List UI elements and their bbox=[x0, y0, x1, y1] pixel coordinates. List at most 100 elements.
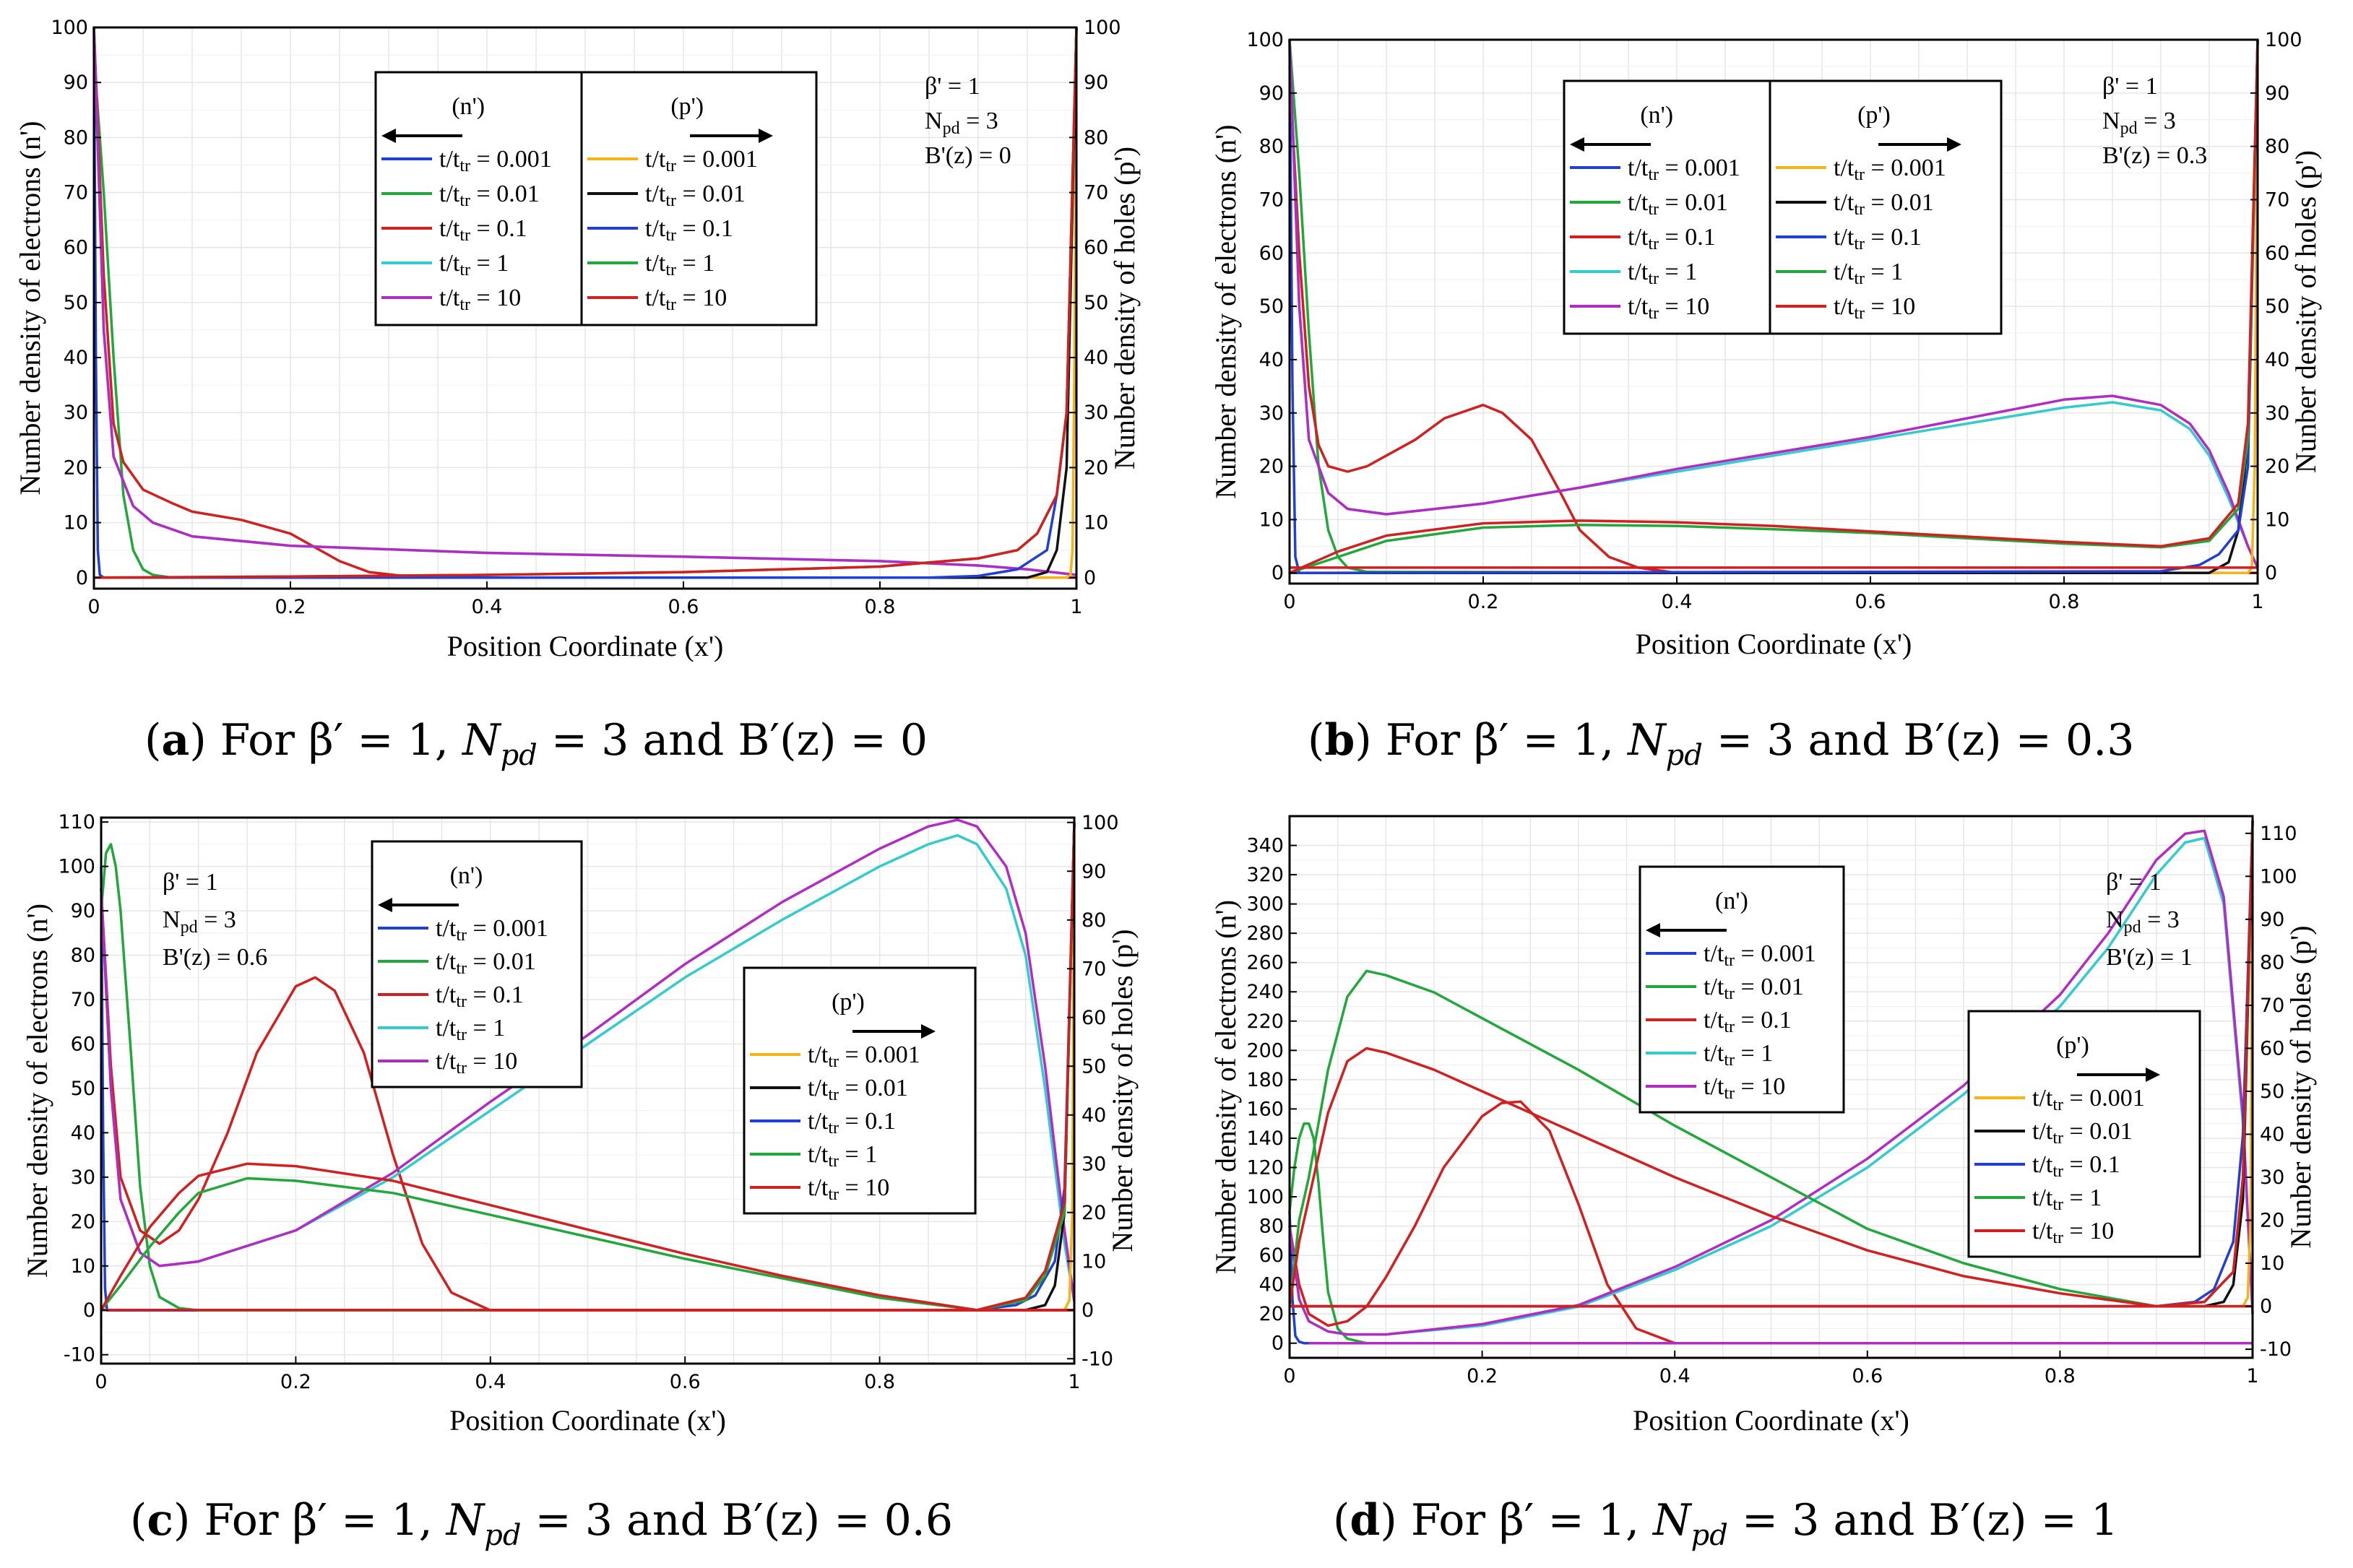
legend-arrowhead-p-b bbox=[1947, 137, 1961, 152]
y-right-tick-label: 90 bbox=[2260, 909, 2284, 931]
y-right-tick-label: 90 bbox=[1084, 72, 1108, 94]
legend-label-p-c-2: t/ttr = 0.1 bbox=[808, 1108, 896, 1138]
y-right-tick-label: 40 bbox=[1084, 347, 1108, 369]
panel-caption-a: (a) For β′ = 1, Npd = 3 and B′(z) = 0 bbox=[144, 715, 928, 772]
legend-label-n-b-4: t/ttr = 10 bbox=[1628, 293, 1709, 323]
y-left-tick-label: 30 bbox=[64, 402, 88, 424]
y-left-tick-label: 50 bbox=[71, 1078, 95, 1100]
y-left-axis-label: Number density of electrons (n') bbox=[21, 904, 53, 1278]
legend-label-n-a-3: t/ttr = 1 bbox=[439, 250, 509, 280]
y-left-tick-label: 100 bbox=[1246, 29, 1284, 51]
x-tick-label: 0.2 bbox=[280, 1371, 311, 1393]
parameter-annotation-1: Npd = 3 bbox=[163, 906, 236, 937]
legend-label-n-d-4: t/ttr = 10 bbox=[1704, 1073, 1785, 1103]
y-left-tick-label: 280 bbox=[1246, 922, 1284, 945]
parameter-annotation-2: B'(z) = 0.6 bbox=[163, 944, 267, 971]
legend-box-p-a bbox=[580, 71, 818, 326]
legend-title-p-a: (p') bbox=[670, 93, 704, 120]
legend-label-p-a-3: t/ttr = 1 bbox=[645, 250, 714, 280]
series-line-c-2 bbox=[100, 888, 1074, 1312]
y-right-tick-label: 80 bbox=[2260, 951, 2284, 974]
y-right-axis-label: Nunber density of holes (p') bbox=[2284, 925, 2317, 1248]
series-line-b-4 bbox=[1288, 39, 2259, 568]
y-left-tick-label: 70 bbox=[1259, 189, 1284, 211]
y-left-tick-label: 50 bbox=[64, 292, 88, 314]
x-axis-label: Position Coordinate (x') bbox=[1633, 1404, 1909, 1437]
y-right-tick-label: 60 bbox=[1081, 1007, 1106, 1029]
y-right-tick-label: 40 bbox=[2265, 349, 2289, 371]
x-tick-label: 0.4 bbox=[1659, 1365, 1691, 1387]
y-left-tick-label: 120 bbox=[1246, 1156, 1284, 1179]
y-left-tick-label: 20 bbox=[71, 1210, 95, 1233]
x-tick-label: 0.6 bbox=[668, 596, 699, 618]
legend-label-n-c-3: t/ttr = 1 bbox=[436, 1015, 505, 1044]
x-axis-label: Position Coordinate (x') bbox=[447, 630, 724, 662]
chart-panel-a: 0 0.2 0.4 0.6 0.8 101020304050607080901000102… bbox=[14, 17, 1141, 772]
y-right-tick-label: 0 bbox=[2265, 562, 2277, 584]
series-line-b-7 bbox=[1289, 39, 2259, 574]
legend-box-n-d bbox=[1639, 865, 1845, 1114]
y-left-tick-label: 40 bbox=[71, 1122, 95, 1144]
y-left-tick-label: 200 bbox=[1246, 1039, 1284, 1062]
y-left-tick-label: 80 bbox=[71, 945, 95, 967]
y-left-tick-label: 340 bbox=[1246, 835, 1284, 857]
legend-arrowhead-n-c bbox=[378, 898, 392, 912]
legend-arrowhead-n-d bbox=[1646, 923, 1660, 937]
y-right-tick-label: 50 bbox=[1084, 292, 1108, 314]
y-right-tick-label: 90 bbox=[1081, 860, 1106, 883]
legend-label-p-b-1: t/ttr = 0.01 bbox=[1834, 189, 1934, 219]
y-left-tick-label: 240 bbox=[1246, 981, 1284, 1003]
y-right-tick-label: 10 bbox=[2265, 508, 2289, 531]
y-right-tick-label: 20 bbox=[1084, 456, 1108, 479]
series-line-d-4 bbox=[1288, 829, 2254, 1336]
y-left-tick-label: 80 bbox=[64, 126, 88, 149]
chart-panel-b: 0 0.2 0.4 0.6 0.8 101020304050607080901000102… bbox=[1209, 29, 2322, 772]
y-left-axis-label: Number density of electrons (n') bbox=[14, 121, 46, 495]
legend-label-p-d-2: t/ttr = 0.1 bbox=[2032, 1151, 2120, 1181]
legend-label-p-b-3: t/ttr = 1 bbox=[1834, 259, 1903, 288]
legend-label-n-b-1: t/ttr = 0.01 bbox=[1628, 189, 1728, 219]
legend-label-p-b-2: t/ttr = 0.1 bbox=[1834, 224, 1922, 254]
x-axis-label: Position Coordinate (x') bbox=[1636, 628, 1912, 660]
y-right-tick-label: 50 bbox=[2260, 1080, 2284, 1103]
y-left-tick-label: 10 bbox=[64, 512, 88, 534]
y-left-tick-label: 0 bbox=[1272, 562, 1284, 584]
x-tick-label: 1 bbox=[1070, 596, 1082, 618]
legend-label-p-a-0: t/ttr = 0.001 bbox=[645, 146, 758, 176]
parameter-annotation-1: Npd = 3 bbox=[925, 108, 998, 138]
parameter-annotation-1: Npd = 3 bbox=[2106, 906, 2180, 937]
y-right-tick-label: 40 bbox=[1081, 1104, 1106, 1127]
parameter-annotation-1: Npd = 3 bbox=[2102, 108, 2176, 138]
y-left-tick-label: 300 bbox=[1246, 893, 1284, 916]
y-left-axis-label: Number density of electrons (n') bbox=[1209, 900, 1242, 1274]
y-right-tick-label: 70 bbox=[2260, 995, 2284, 1017]
y-left-tick-label: 90 bbox=[71, 900, 95, 922]
legend-arrowhead-p-c bbox=[921, 1024, 936, 1039]
legend-label-p-b-0: t/ttr = 0.001 bbox=[1834, 155, 1946, 184]
legend-label-p-d-3: t/ttr = 1 bbox=[2032, 1184, 2102, 1214]
legend-arrowhead-p-a bbox=[759, 129, 773, 143]
y-right-tick-label: 10 bbox=[1081, 1250, 1106, 1273]
y-left-tick-label: 60 bbox=[64, 237, 88, 259]
legend-label-p-d-1: t/ttr = 0.01 bbox=[2032, 1118, 2133, 1148]
y-left-tick-label: 70 bbox=[71, 989, 95, 1011]
legend-label-p-c-0: t/ttr = 0.001 bbox=[808, 1041, 920, 1071]
legend-label-p-d-0: t/ttr = 0.001 bbox=[2032, 1085, 2145, 1114]
y-left-tick-label: 90 bbox=[1259, 82, 1284, 105]
plot-frame bbox=[1288, 38, 2259, 585]
y-right-tick-label: 90 bbox=[2265, 82, 2289, 105]
y-right-tick-label: 60 bbox=[1084, 237, 1108, 259]
chart-panel-d: 0 0.2 0.4 0.6 0.8 102040608010012014016018020… bbox=[1209, 815, 2317, 1552]
x-tick-label: 0.4 bbox=[472, 596, 503, 618]
y-left-tick-label: 30 bbox=[1259, 402, 1284, 425]
y-right-tick-label: 30 bbox=[1084, 402, 1108, 424]
legend-title-n-b: (n') bbox=[1640, 102, 1673, 129]
legend-label-n-c-1: t/ttr = 0.01 bbox=[436, 948, 536, 978]
parameter-annotation-0: β' = 1 bbox=[2106, 869, 2162, 896]
y-left-tick-label: 40 bbox=[64, 347, 88, 369]
y-left-tick-label: 60 bbox=[1259, 242, 1284, 264]
legend-title-n-a: (n') bbox=[452, 93, 485, 120]
y-right-axis-label: Nunber density of holes (p') bbox=[1106, 929, 1139, 1252]
y-left-tick-label: 20 bbox=[1259, 1303, 1284, 1325]
parameter-annotation-2: B'(z) = 1 bbox=[2106, 944, 2193, 971]
